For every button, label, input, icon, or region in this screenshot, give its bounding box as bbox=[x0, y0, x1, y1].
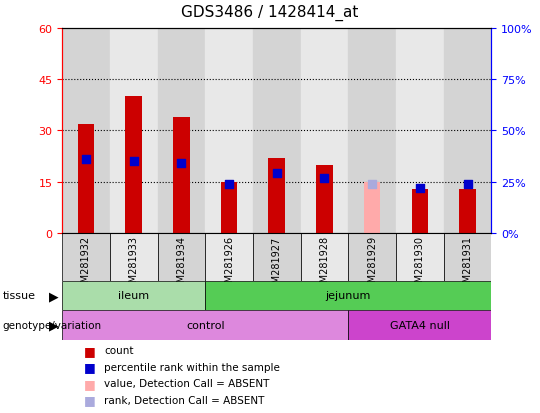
Bar bbox=[348, 233, 396, 281]
Text: tissue: tissue bbox=[3, 291, 36, 301]
Bar bbox=[459, 189, 476, 233]
Text: GATA4 null: GATA4 null bbox=[390, 320, 450, 330]
Bar bbox=[396, 233, 444, 281]
Bar bbox=[205, 281, 491, 311]
Bar bbox=[110, 29, 158, 233]
Bar bbox=[268, 158, 285, 233]
Text: ■: ■ bbox=[84, 360, 96, 373]
Text: percentile rank within the sample: percentile rank within the sample bbox=[104, 362, 280, 372]
Text: ▶: ▶ bbox=[49, 319, 59, 332]
Text: genotype/variation: genotype/variation bbox=[3, 320, 102, 330]
Point bbox=[368, 181, 376, 188]
Point bbox=[416, 185, 424, 192]
Bar bbox=[444, 233, 491, 281]
Text: ▶: ▶ bbox=[49, 289, 59, 302]
Text: GSM281933: GSM281933 bbox=[129, 236, 139, 294]
Text: GSM281934: GSM281934 bbox=[177, 236, 186, 294]
Text: count: count bbox=[104, 345, 134, 355]
Text: GSM281930: GSM281930 bbox=[415, 236, 425, 294]
Text: GSM281926: GSM281926 bbox=[224, 236, 234, 295]
Bar bbox=[411, 189, 428, 233]
Point bbox=[130, 159, 138, 165]
Bar bbox=[62, 281, 205, 311]
Text: GSM281927: GSM281927 bbox=[272, 236, 282, 295]
Bar bbox=[364, 182, 381, 233]
Bar bbox=[205, 29, 253, 233]
Bar bbox=[316, 165, 333, 233]
Bar bbox=[62, 233, 110, 281]
Bar bbox=[205, 233, 253, 281]
Text: ■: ■ bbox=[84, 377, 96, 390]
Bar bbox=[221, 182, 238, 233]
Bar bbox=[158, 233, 205, 281]
Bar bbox=[173, 117, 190, 233]
Bar bbox=[62, 311, 348, 340]
Text: ■: ■ bbox=[84, 344, 96, 357]
Text: GSM281932: GSM281932 bbox=[81, 236, 91, 295]
Text: GSM281928: GSM281928 bbox=[320, 236, 329, 295]
Text: jejunum: jejunum bbox=[326, 291, 371, 301]
Bar bbox=[444, 29, 491, 233]
Bar bbox=[396, 29, 444, 233]
Point bbox=[273, 171, 281, 177]
Text: rank, Detection Call = ABSENT: rank, Detection Call = ABSENT bbox=[104, 395, 265, 405]
Text: ileum: ileum bbox=[118, 291, 149, 301]
Text: ■: ■ bbox=[84, 393, 96, 406]
Point bbox=[82, 157, 90, 163]
Bar bbox=[253, 29, 301, 233]
Point bbox=[177, 161, 186, 167]
Bar bbox=[301, 29, 348, 233]
Text: control: control bbox=[186, 320, 225, 330]
Text: GDS3486 / 1428414_at: GDS3486 / 1428414_at bbox=[181, 5, 359, 21]
Point bbox=[225, 181, 233, 188]
Point bbox=[320, 175, 329, 181]
Text: GSM281931: GSM281931 bbox=[463, 236, 472, 294]
Point bbox=[463, 181, 472, 188]
Bar bbox=[301, 233, 348, 281]
Bar bbox=[348, 311, 491, 340]
Bar bbox=[62, 29, 110, 233]
Bar bbox=[158, 29, 205, 233]
Bar bbox=[110, 233, 158, 281]
Text: GSM281929: GSM281929 bbox=[367, 236, 377, 295]
Bar bbox=[78, 124, 94, 233]
Bar bbox=[253, 233, 301, 281]
Bar bbox=[348, 29, 396, 233]
Text: value, Detection Call = ABSENT: value, Detection Call = ABSENT bbox=[104, 378, 269, 388]
Bar bbox=[125, 97, 142, 233]
